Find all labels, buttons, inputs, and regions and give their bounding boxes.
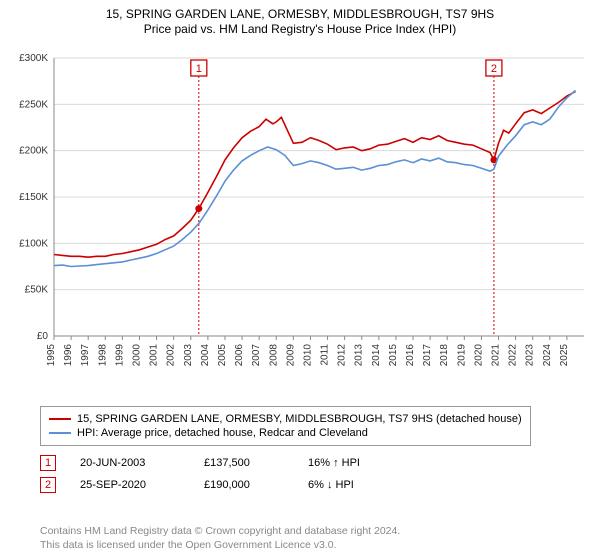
svg-text:2016: 2016 bbox=[405, 344, 416, 367]
sale-date: 20-JUN-2003 bbox=[80, 457, 180, 469]
svg-text:£250K: £250K bbox=[19, 99, 48, 110]
svg-text:2000: 2000 bbox=[131, 344, 142, 367]
svg-text:2012: 2012 bbox=[337, 344, 348, 367]
svg-text:£200K: £200K bbox=[19, 146, 48, 157]
sale-row: 2 25-SEP-2020 £190,000 6% ↓ HPI bbox=[40, 474, 398, 496]
svg-text:£0: £0 bbox=[37, 331, 49, 342]
svg-text:2018: 2018 bbox=[439, 344, 450, 367]
svg-text:1995: 1995 bbox=[46, 344, 57, 367]
legend-row: 15, SPRING GARDEN LANE, ORMESBY, MIDDLES… bbox=[49, 412, 522, 426]
sale-records: 1 20-JUN-2003 £137,500 16% ↑ HPI 2 25-SEP-202… bbox=[40, 452, 398, 496]
svg-text:2005: 2005 bbox=[217, 344, 228, 367]
sale-delta: 16% ↑ HPI bbox=[308, 457, 398, 469]
chart-title: 15, SPRING GARDEN LANE, ORMESBY, MIDDLES… bbox=[0, 0, 600, 22]
sale-date: 25-SEP-2020 bbox=[80, 479, 180, 491]
svg-text:2002: 2002 bbox=[166, 344, 177, 367]
svg-text:2020: 2020 bbox=[473, 344, 484, 367]
svg-text:1998: 1998 bbox=[97, 344, 108, 367]
svg-text:2022: 2022 bbox=[508, 344, 519, 367]
svg-text:2006: 2006 bbox=[234, 344, 245, 367]
svg-text:1997: 1997 bbox=[80, 344, 91, 367]
svg-text:1: 1 bbox=[196, 63, 202, 75]
legend-label: HPI: Average price, detached house, Redc… bbox=[77, 427, 368, 439]
svg-text:2023: 2023 bbox=[525, 344, 536, 367]
svg-text:2013: 2013 bbox=[354, 344, 365, 367]
chart-area: £0 £50K £100K £150K £200K £250K £300K 1995 1996 1… bbox=[8, 48, 592, 398]
sale-price: £190,000 bbox=[204, 479, 284, 491]
svg-text:1996: 1996 bbox=[63, 344, 74, 367]
svg-text:2010: 2010 bbox=[302, 344, 313, 367]
svg-text:2014: 2014 bbox=[371, 344, 382, 367]
svg-text:£50K: £50K bbox=[25, 285, 49, 296]
sale-marker: 2 bbox=[40, 477, 56, 493]
sale-row: 1 20-JUN-2003 £137,500 16% ↑ HPI bbox=[40, 452, 398, 474]
line-chart: £0 £50K £100K £150K £200K £250K £300K 1995 1996 1… bbox=[8, 48, 592, 398]
footer-attribution: Contains HM Land Registry data © Crown c… bbox=[40, 524, 400, 552]
chart-subtitle: Price paid vs. HM Land Registry's House … bbox=[0, 22, 600, 40]
svg-text:2024: 2024 bbox=[542, 344, 553, 367]
legend-swatch bbox=[49, 418, 71, 420]
svg-text:£150K: £150K bbox=[19, 192, 48, 203]
svg-text:2004: 2004 bbox=[200, 344, 211, 367]
svg-text:2019: 2019 bbox=[456, 344, 467, 367]
svg-text:£300K: £300K bbox=[19, 53, 48, 64]
sale-delta: 6% ↓ HPI bbox=[308, 479, 398, 491]
legend-swatch bbox=[49, 432, 71, 434]
svg-text:2025: 2025 bbox=[559, 344, 570, 367]
svg-text:1999: 1999 bbox=[114, 344, 125, 367]
svg-text:2017: 2017 bbox=[422, 344, 433, 367]
svg-text:£100K: £100K bbox=[19, 238, 48, 249]
sale-price: £137,500 bbox=[204, 457, 284, 469]
svg-text:2015: 2015 bbox=[388, 344, 399, 367]
svg-text:2011: 2011 bbox=[320, 344, 331, 366]
legend-row: HPI: Average price, detached house, Redc… bbox=[49, 426, 522, 440]
legend-label: 15, SPRING GARDEN LANE, ORMESBY, MIDDLES… bbox=[77, 413, 522, 425]
svg-text:2001: 2001 bbox=[149, 344, 160, 367]
footer-line-2: This data is licensed under the Open Gov… bbox=[40, 538, 400, 552]
svg-text:2003: 2003 bbox=[183, 344, 194, 367]
svg-text:2: 2 bbox=[491, 63, 497, 75]
sale-marker: 1 bbox=[40, 455, 56, 471]
footer-line-1: Contains HM Land Registry data © Crown c… bbox=[40, 524, 400, 538]
svg-text:2007: 2007 bbox=[251, 344, 262, 367]
legend: 15, SPRING GARDEN LANE, ORMESBY, MIDDLES… bbox=[40, 406, 531, 446]
svg-text:2021: 2021 bbox=[491, 344, 502, 367]
svg-text:2009: 2009 bbox=[285, 344, 296, 367]
svg-text:2008: 2008 bbox=[268, 344, 279, 367]
